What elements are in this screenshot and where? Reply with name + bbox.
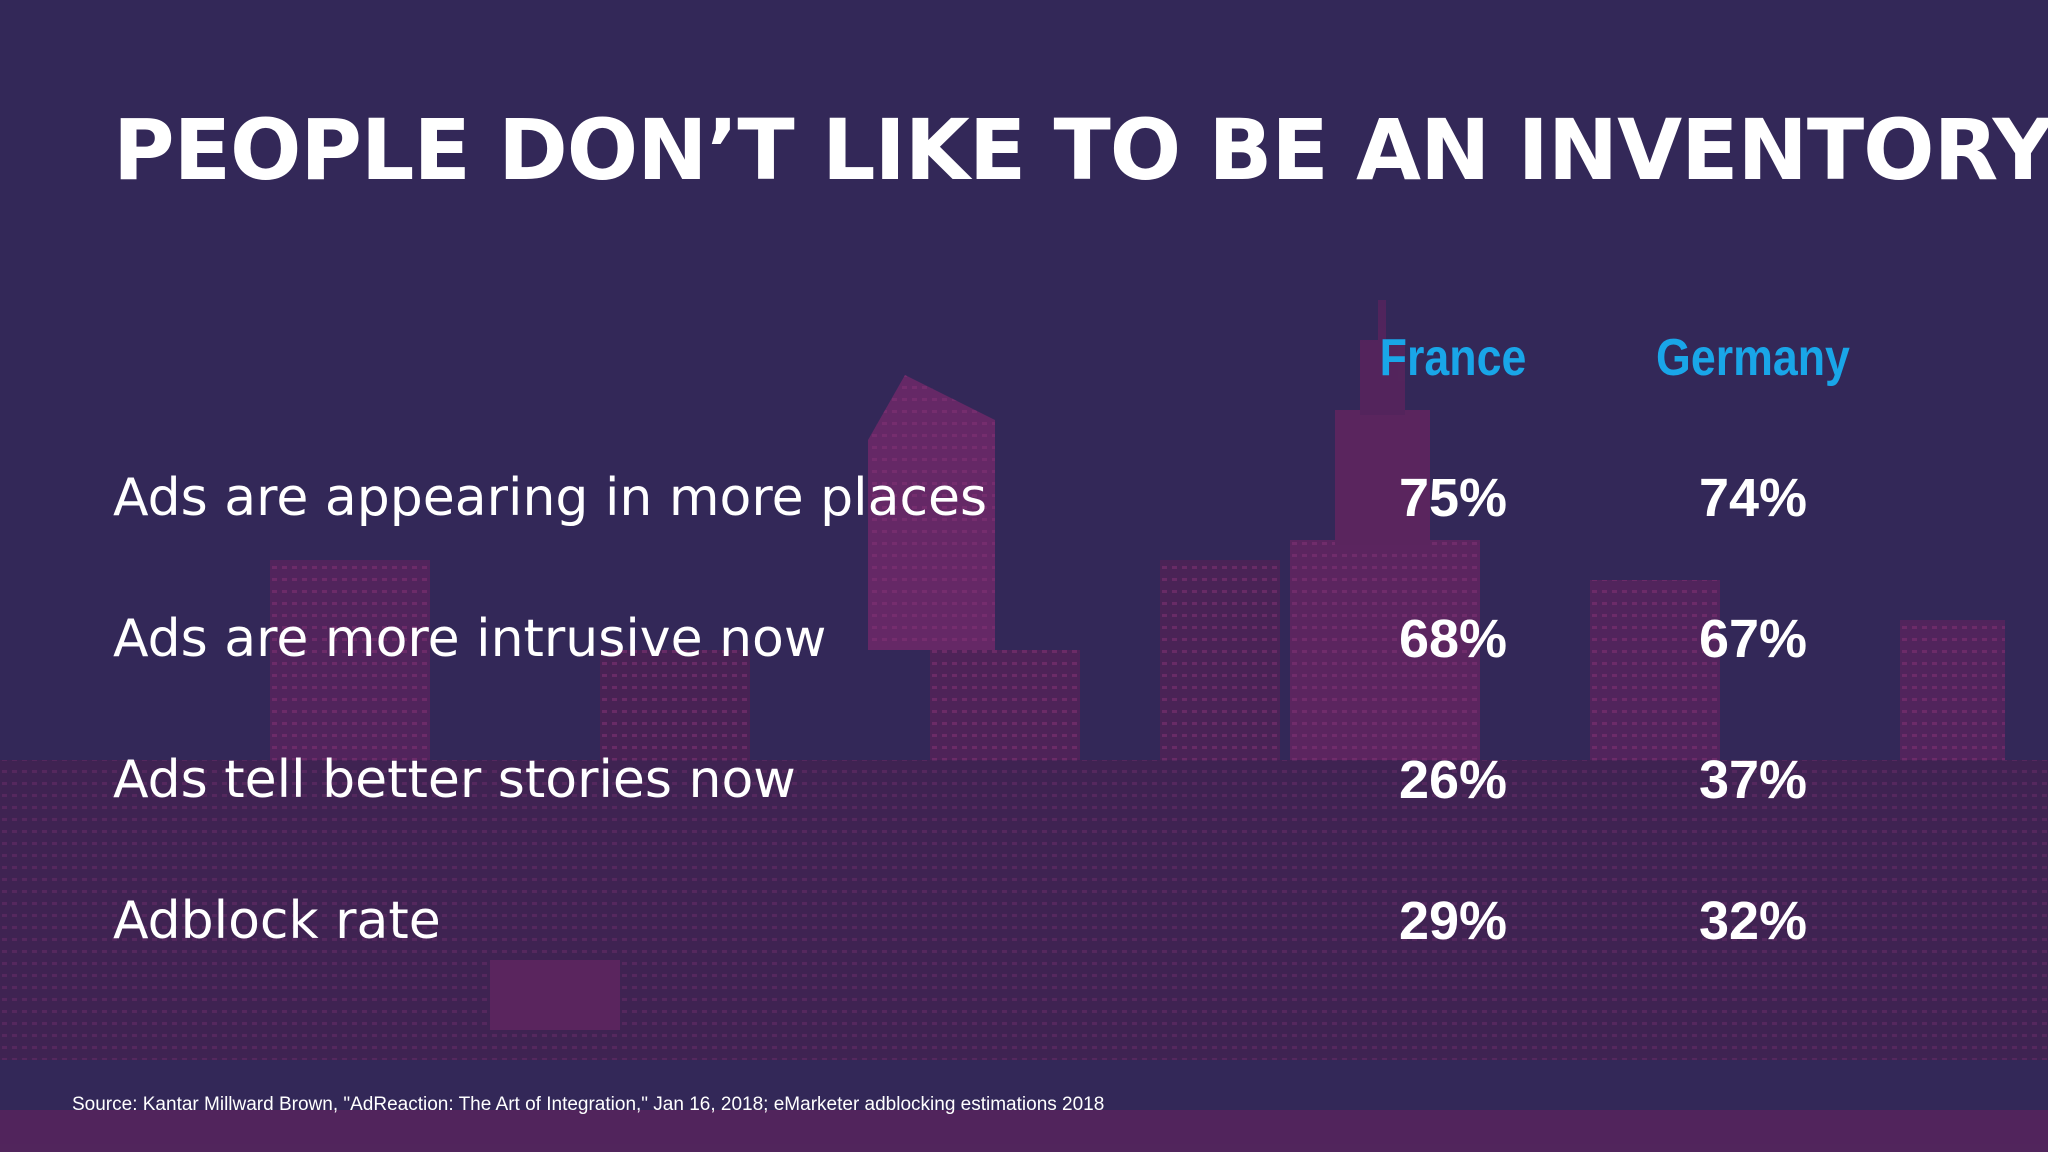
row-label-more-places: Ads are appearing in more places [113, 468, 988, 528]
cell-germany-better-stories: 37% [1698, 750, 1808, 810]
row-label-adblock-rate: Adblock rate [113, 891, 441, 951]
cell-france-better-stories: 26% [1398, 750, 1508, 810]
column-header-france: France [1379, 329, 1527, 387]
cell-france-adblock-rate: 29% [1398, 891, 1508, 951]
cell-france-more-intrusive: 68% [1398, 609, 1508, 669]
source-footnote: Source: Kantar Millward Brown, "AdReacti… [72, 1094, 1105, 1115]
slide-title: PEOPLE DON’T LIKE TO BE AN INVENTORY [113, 101, 2048, 199]
cell-germany-more-intrusive: 67% [1698, 609, 1808, 669]
row-label-better-stories: Ads tell better stories now [113, 750, 796, 810]
cell-germany-more-places: 74% [1698, 468, 1808, 528]
cell-germany-adblock-rate: 32% [1698, 891, 1808, 951]
column-header-germany: Germany [1656, 329, 1850, 387]
row-label-more-intrusive: Ads are more intrusive now [113, 609, 827, 669]
cell-france-more-places: 75% [1398, 468, 1508, 528]
